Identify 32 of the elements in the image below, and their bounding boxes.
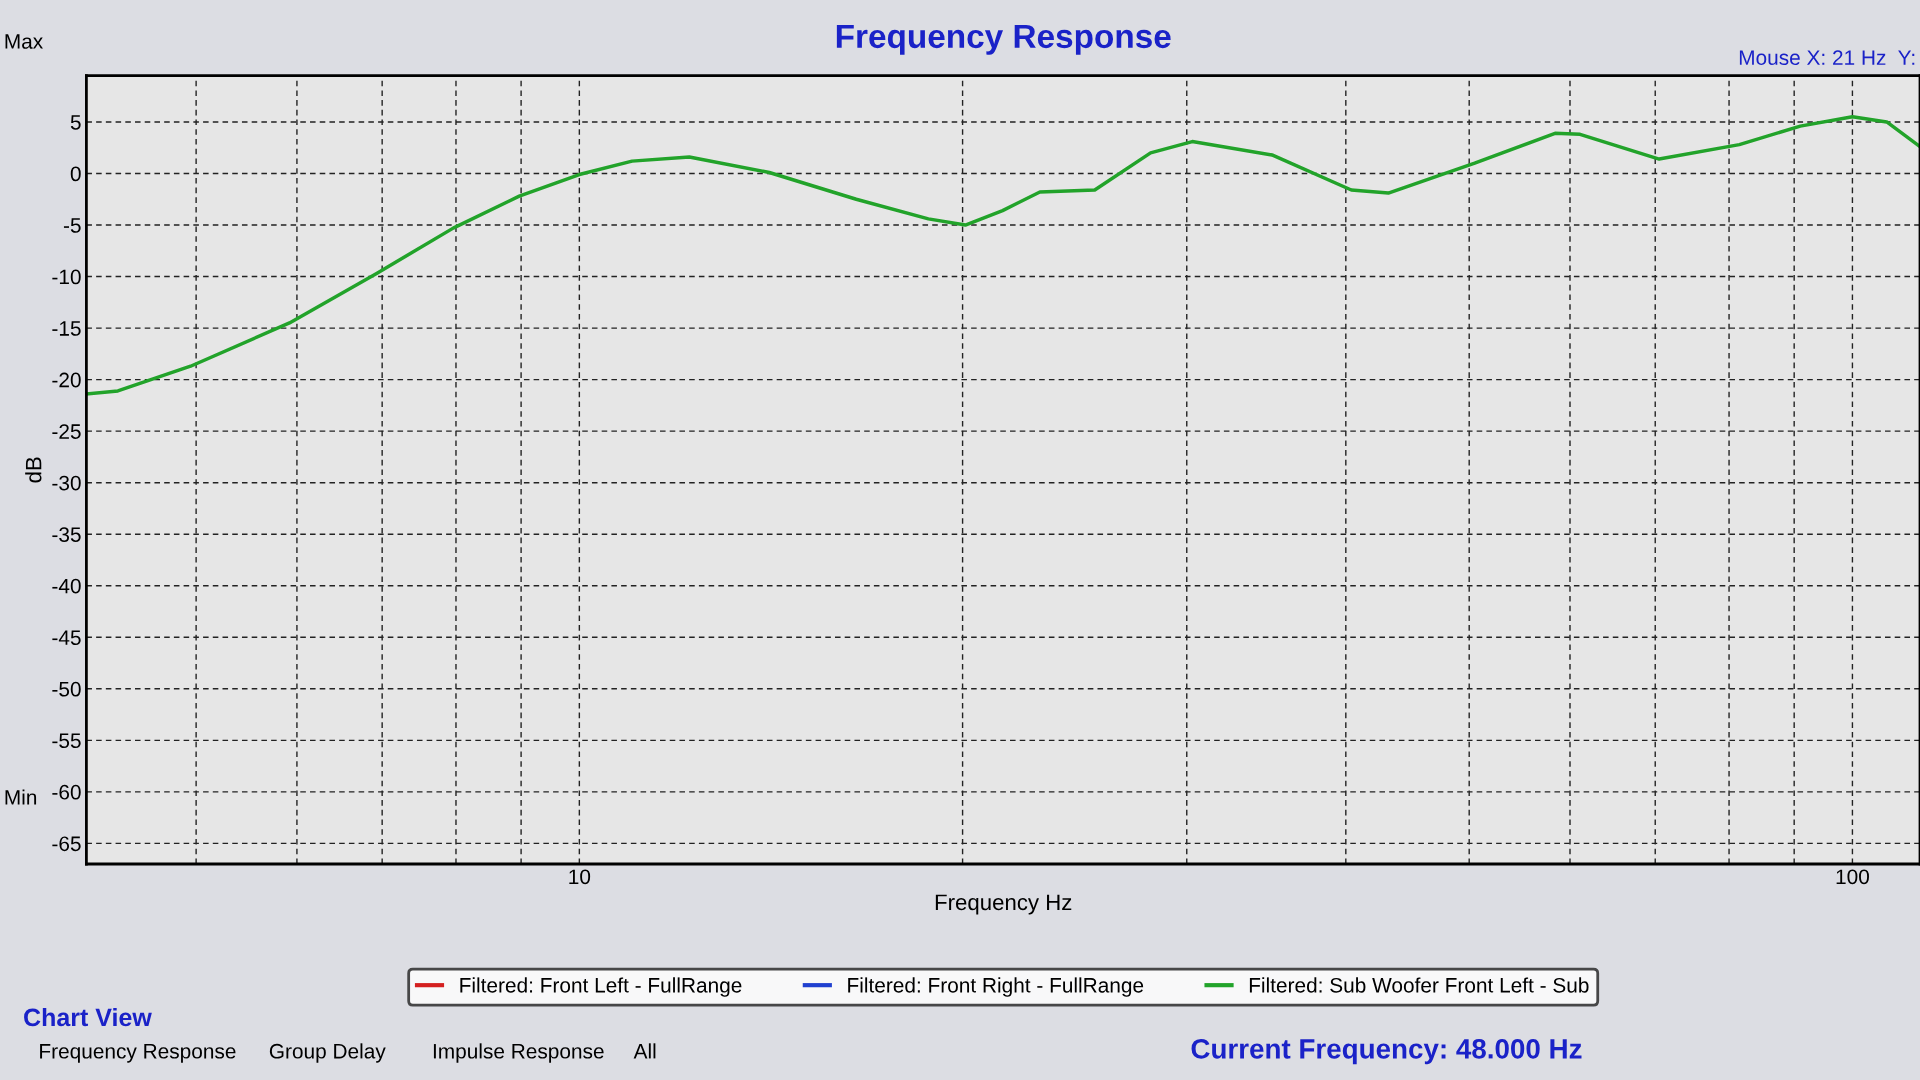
y-tick-label: 5: [70, 115, 81, 130]
text: Min: [5, 789, 37, 805]
text: Impulse Response: [433, 1043, 604, 1063]
y-tick-label: -45: [52, 630, 81, 646]
y-tick-label: -25: [52, 424, 81, 439]
y-tick-label: -20: [52, 372, 81, 388]
y-tick-label: -55: [52, 733, 81, 749]
text: Max: [5, 34, 43, 49]
x-tick-label: 100: [1836, 869, 1869, 885]
y-tick-label: -50: [52, 681, 81, 697]
legend-label: Filtered: Front Left - FullRange: [460, 977, 742, 997]
y-tick-label: -10: [52, 269, 81, 285]
y-tick-label: -35: [52, 527, 81, 542]
x-axis-title: Frequency Hz: [935, 894, 1072, 915]
y-tick-label: -40: [52, 578, 81, 594]
legend-label: Filtered: Front Right - FullRange: [848, 977, 1144, 997]
y-tick-label: -15: [52, 321, 81, 336]
y-tick-label: 0: [70, 166, 81, 182]
text: Group Delay: [269, 1043, 386, 1063]
x-tick-label: 10: [569, 869, 591, 885]
text: All: [633, 1043, 656, 1059]
text: Current Frequency: 48.000 Hz: [1191, 1039, 1582, 1065]
text: Frequency Response: [40, 1044, 236, 1063]
chart-title: Frequency Response: [836, 24, 1171, 55]
text: Mouse X: 21 Hz Y:: [1739, 50, 1915, 66]
y-tick-label: -30: [52, 475, 81, 491]
y-tick-label: -65: [52, 836, 81, 852]
y-tick-label: -60: [52, 784, 81, 800]
y-tick-label: -5: [63, 218, 81, 233]
text: Chart View: [24, 1007, 152, 1027]
y-axis-title: dB: [25, 457, 42, 483]
legend-label: Filtered: Sub Woofer Front Left - Sub: [1249, 977, 1589, 993]
